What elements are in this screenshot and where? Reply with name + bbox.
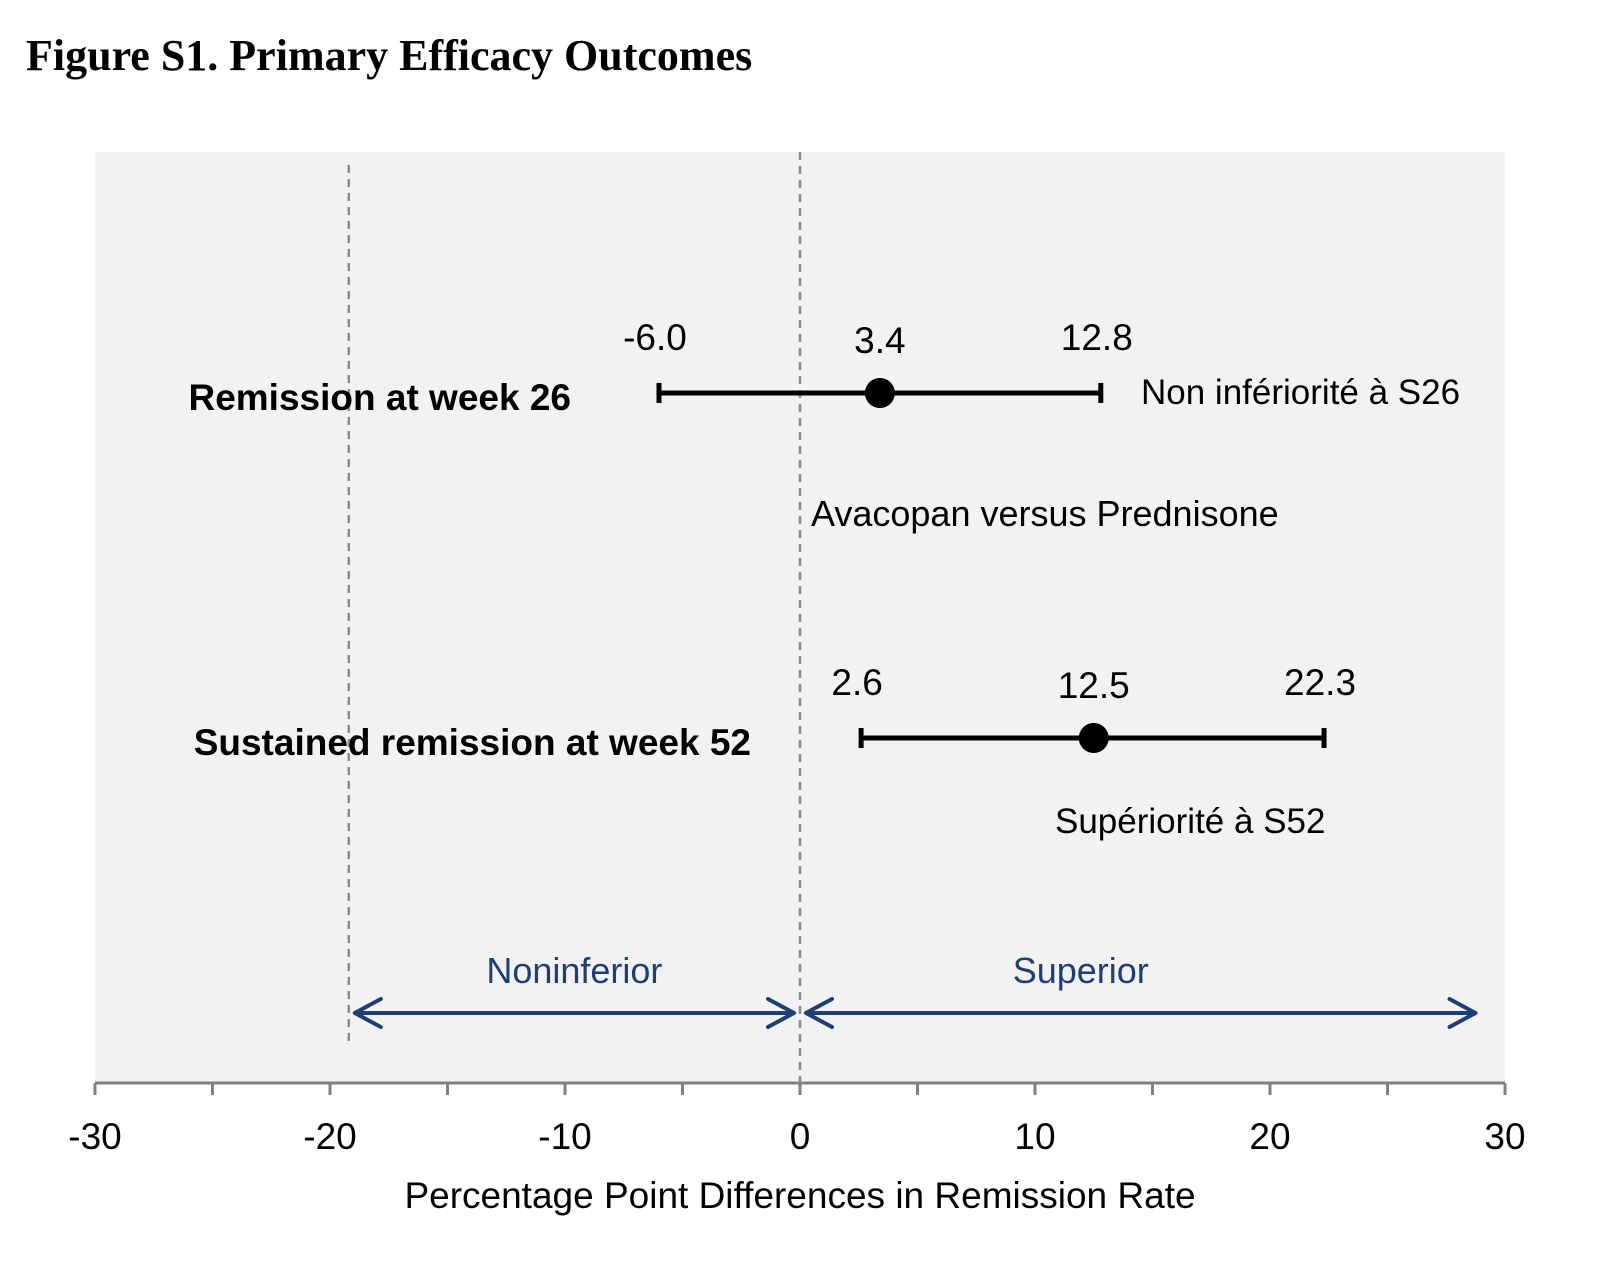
point-estimate xyxy=(864,378,895,408)
x-tick-label: -20 xyxy=(303,1116,356,1157)
value-label: 3.4 xyxy=(854,320,905,361)
region-arrowhead-right xyxy=(1447,997,1478,1029)
row-label: Sustained remission at week 52 xyxy=(194,722,751,763)
figure-title: Figure S1. Primary Efficacy Outcomes xyxy=(26,31,753,80)
x-tick-label: 0 xyxy=(790,1116,811,1157)
region-arrows: Noninferior Superior xyxy=(352,950,1478,1029)
point-estimate xyxy=(1078,723,1109,753)
row-annotation: Supériorité à S52 xyxy=(1055,802,1325,841)
x-axis-label: Percentage Point Differences in Remissio… xyxy=(404,1175,1195,1216)
x-tick-label: 20 xyxy=(1249,1116,1290,1157)
value-label: 12.8 xyxy=(1061,317,1133,358)
comparison-label: Avacopan versus Prednisone xyxy=(811,493,1279,534)
outcome-row: Sustained remission at week 52 2.6 12.5 22.… xyxy=(194,662,1356,841)
region-arrowhead-left xyxy=(804,997,834,1029)
region-label: Noninferior xyxy=(486,950,662,991)
reference-lines xyxy=(347,152,802,1083)
value-label: -6.0 xyxy=(623,317,687,358)
value-label: 2.6 xyxy=(831,662,882,703)
value-label: 22.3 xyxy=(1284,662,1356,703)
region-arrowhead-left xyxy=(352,997,383,1029)
x-tick-label: -30 xyxy=(68,1116,121,1157)
x-tick-label: 10 xyxy=(1014,1116,1055,1157)
row-label: Remission at week 26 xyxy=(188,377,571,418)
region-arrowhead-right xyxy=(766,997,796,1029)
x-tick-label: 30 xyxy=(1484,1116,1525,1157)
value-label: 12.5 xyxy=(1058,665,1130,706)
region-label: Superior xyxy=(1013,950,1149,991)
row-annotation: Non infériorité à S26 xyxy=(1141,373,1460,412)
x-axis: -30 -20 -10 0 10 20 30 xyxy=(68,1081,1526,1157)
x-tick-label: -10 xyxy=(538,1116,591,1157)
